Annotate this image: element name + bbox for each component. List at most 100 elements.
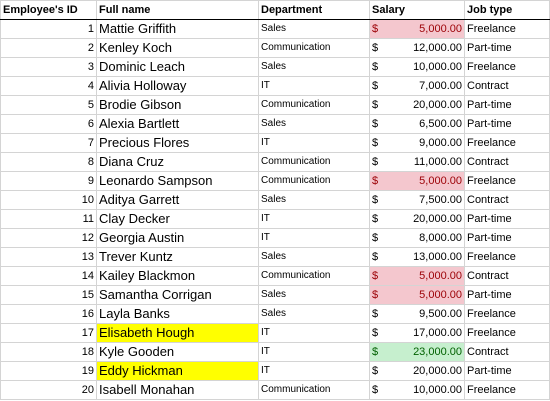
cell-department[interactable]: IT [259,324,370,343]
cell-department[interactable]: IT [259,343,370,362]
cell-salary[interactable]: $5,000.00 [370,267,465,286]
cell-department[interactable]: IT [259,134,370,153]
cell-employee-id[interactable]: 5 [1,96,97,115]
cell-employee-id[interactable]: 3 [1,58,97,77]
cell-full-name[interactable]: Clay Decker [97,210,259,229]
cell-job-type[interactable]: Freelance [465,58,550,77]
cell-department[interactable]: Sales [259,115,370,134]
cell-salary[interactable]: $20,000.00 [370,96,465,115]
cell-full-name[interactable]: Precious Flores [97,134,259,153]
cell-department[interactable]: Sales [259,248,370,267]
cell-department[interactable]: Communication [259,381,370,400]
cell-department[interactable]: Communication [259,153,370,172]
cell-department[interactable]: IT [259,77,370,96]
cell-department[interactable]: IT [259,362,370,381]
cell-job-type[interactable]: Contract [465,77,550,96]
cell-employee-id[interactable]: 10 [1,191,97,210]
cell-salary[interactable]: $7,000.00 [370,77,465,96]
cell-job-type[interactable]: Freelance [465,20,550,39]
cell-department[interactable]: Sales [259,58,370,77]
cell-salary[interactable]: $5,000.00 [370,20,465,39]
cell-job-type[interactable]: Freelance [465,324,550,343]
cell-employee-id[interactable]: 7 [1,134,97,153]
cell-salary[interactable]: $9,500.00 [370,305,465,324]
header-department[interactable]: Department [259,1,370,20]
cell-employee-id[interactable]: 8 [1,153,97,172]
cell-job-type[interactable]: Part-time [465,229,550,248]
cell-employee-id[interactable]: 16 [1,305,97,324]
cell-department[interactable]: Communication [259,267,370,286]
cell-employee-id[interactable]: 11 [1,210,97,229]
cell-department[interactable]: Communication [259,96,370,115]
cell-employee-id[interactable]: 9 [1,172,97,191]
cell-job-type[interactable]: Contract [465,191,550,210]
cell-full-name[interactable]: Diana Cruz [97,153,259,172]
cell-full-name[interactable]: Brodie Gibson [97,96,259,115]
cell-department[interactable]: Sales [259,191,370,210]
cell-salary[interactable]: $23,000.00 [370,343,465,362]
cell-job-type[interactable]: Contract [465,153,550,172]
cell-full-name[interactable]: Trever Kuntz [97,248,259,267]
cell-job-type[interactable]: Contract [465,267,550,286]
cell-salary[interactable]: $10,000.00 [370,381,465,400]
cell-full-name[interactable]: Samantha Corrigan [97,286,259,305]
cell-employee-id[interactable]: 15 [1,286,97,305]
cell-employee-id[interactable]: 1 [1,20,97,39]
cell-salary[interactable]: $10,000.00 [370,58,465,77]
cell-full-name[interactable]: Alivia Holloway [97,77,259,96]
cell-department[interactable]: IT [259,210,370,229]
cell-department[interactable]: Communication [259,39,370,58]
cell-job-type[interactable]: Freelance [465,172,550,191]
cell-salary[interactable]: $20,000.00 [370,362,465,381]
cell-employee-id[interactable]: 2 [1,39,97,58]
cell-salary[interactable]: $20,000.00 [370,210,465,229]
cell-full-name[interactable]: Aditya Garrett [97,191,259,210]
cell-job-type[interactable]: Part-time [465,96,550,115]
cell-salary[interactable]: $17,000.00 [370,324,465,343]
cell-full-name[interactable]: Dominic Leach [97,58,259,77]
cell-job-type[interactable]: Freelance [465,305,550,324]
cell-employee-id[interactable]: 14 [1,267,97,286]
cell-employee-id[interactable]: 6 [1,115,97,134]
cell-salary[interactable]: $8,000.00 [370,229,465,248]
cell-salary[interactable]: $6,500.00 [370,115,465,134]
cell-job-type[interactable]: Freelance [465,381,550,400]
cell-employee-id[interactable]: 4 [1,77,97,96]
cell-employee-id[interactable]: 13 [1,248,97,267]
cell-employee-id[interactable]: 12 [1,229,97,248]
cell-employee-id[interactable]: 20 [1,381,97,400]
cell-full-name[interactable]: Mattie Griffith [97,20,259,39]
cell-job-type[interactable]: Contract [465,343,550,362]
header-employee-id[interactable]: Employee's ID [1,1,97,20]
cell-salary[interactable]: $12,000.00 [370,39,465,58]
cell-full-name[interactable]: Layla Banks [97,305,259,324]
cell-salary[interactable]: $11,000.00 [370,153,465,172]
cell-job-type[interactable]: Part-time [465,115,550,134]
cell-job-type[interactable]: Part-time [465,210,550,229]
cell-department[interactable]: Communication [259,172,370,191]
cell-employee-id[interactable]: 19 [1,362,97,381]
cell-department[interactable]: IT [259,229,370,248]
cell-department[interactable]: Sales [259,286,370,305]
cell-salary[interactable]: $13,000.00 [370,248,465,267]
cell-job-type[interactable]: Part-time [465,39,550,58]
cell-job-type[interactable]: Part-time [465,286,550,305]
cell-salary[interactable]: $5,000.00 [370,286,465,305]
cell-full-name[interactable]: Kyle Gooden [97,343,259,362]
cell-employee-id[interactable]: 17 [1,324,97,343]
cell-full-name[interactable]: Georgia Austin [97,229,259,248]
cell-job-type[interactable]: Freelance [465,248,550,267]
cell-job-type[interactable]: Part-time [465,362,550,381]
cell-salary[interactable]: $7,500.00 [370,191,465,210]
cell-job-type[interactable]: Freelance [465,134,550,153]
cell-employee-id[interactable]: 18 [1,343,97,362]
cell-salary[interactable]: $5,000.00 [370,172,465,191]
cell-department[interactable]: Sales [259,305,370,324]
cell-full-name[interactable]: Kenley Koch [97,39,259,58]
cell-department[interactable]: Sales [259,20,370,39]
header-job-type[interactable]: Job type [465,1,550,20]
cell-salary[interactable]: $9,000.00 [370,134,465,153]
cell-full-name[interactable]: Eddy Hickman [97,362,259,381]
cell-full-name[interactable]: Isabell Monahan [97,381,259,400]
cell-full-name[interactable]: Kailey Blackmon [97,267,259,286]
